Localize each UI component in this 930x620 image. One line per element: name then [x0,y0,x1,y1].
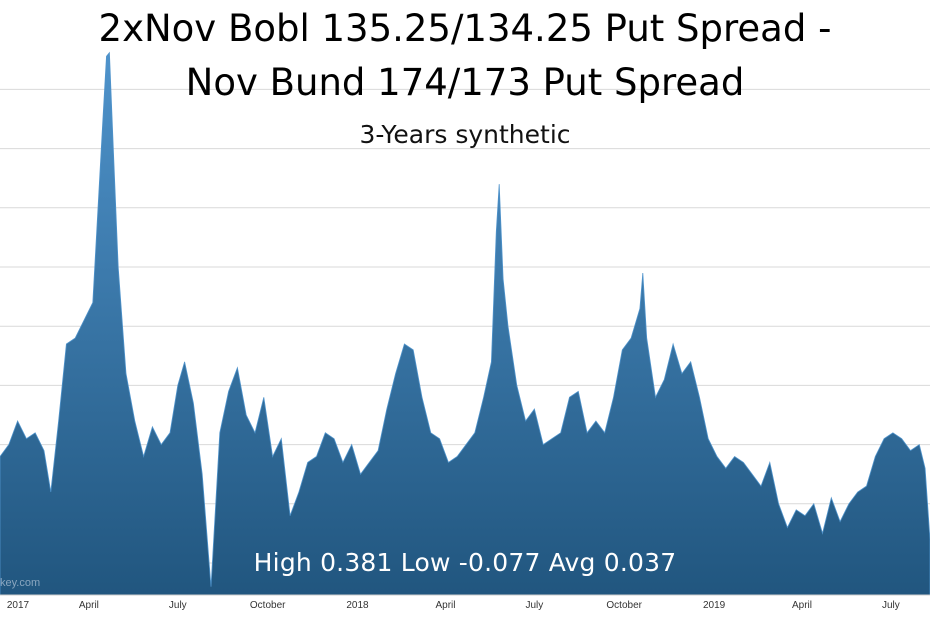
stats-annotation: High 0.381 Low -0.077 Avg 0.037 [253,548,677,577]
x-tick-label: April [435,600,455,611]
chart-title-line-1: 2xNov Bobl 135.25/134.25 Put Spread - [98,7,832,50]
x-tick-label: April [792,600,812,611]
x-tick-label: October [606,600,642,611]
x-tick-label: October [250,600,286,611]
x-tick-label: July [526,600,544,611]
area-series [0,51,930,596]
chart-subtitle: 3-Years synthetic [359,120,571,149]
watermark: key.com [0,577,41,589]
x-tick-label: 2018 [346,600,369,611]
x-tick-label: 2017 [7,600,30,611]
x-tick-label: July [882,600,900,611]
x-axis: 2017 April July October 2018 April July October… [0,594,930,611]
x-tick-label: 2019 [703,600,726,611]
chart-title-line-2: Nov Bund 174/173 Put Spread [185,61,745,104]
x-tick-label: July [169,600,187,611]
series-area [0,51,930,596]
x-tick-label: April [79,600,99,611]
